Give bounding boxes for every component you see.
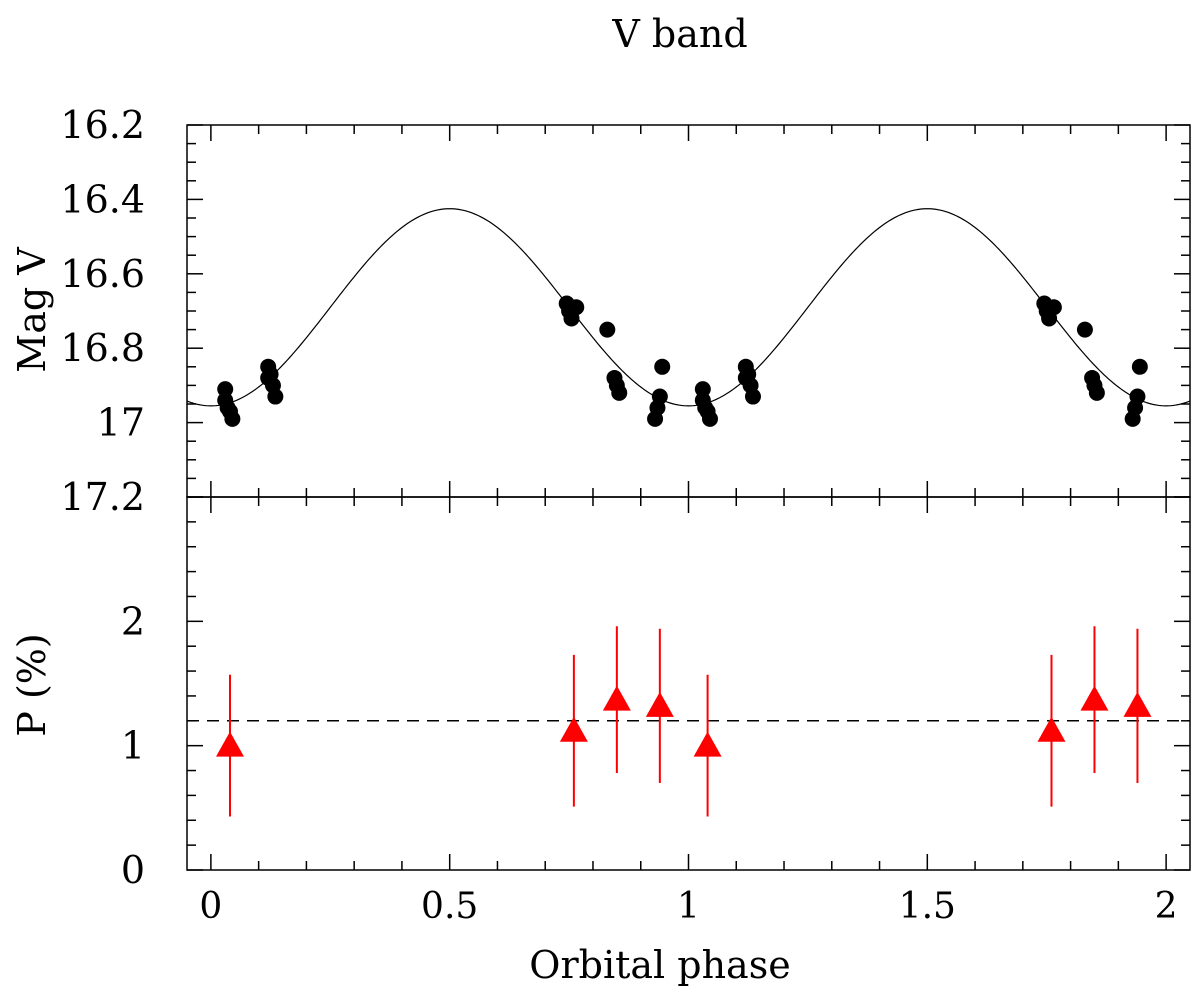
mag-point: [651, 388, 668, 405]
mag-point: [701, 410, 718, 427]
mag-point: [267, 388, 284, 405]
chart-title: V band: [611, 12, 747, 56]
y-tick-label: 16.4: [60, 177, 145, 221]
mag-point: [1131, 358, 1148, 375]
y-tick-label: 16.2: [60, 103, 145, 147]
x-axis-label: Orbital phase: [529, 943, 790, 987]
top-panel-mag-v: 16.2 16.4 16.6 16.8 17 17.2: [60, 103, 1191, 519]
mag-point: [611, 384, 628, 401]
mag-point: [744, 388, 761, 405]
polarization-point: [645, 691, 674, 717]
polarization-point: [215, 731, 244, 757]
y-tick-label: 16.8: [60, 326, 145, 370]
x-tick-label: 2: [1155, 886, 1178, 927]
y-tick-label: 0: [121, 848, 145, 892]
x-tick-label: 0.5: [421, 886, 478, 927]
polarization-point: [1123, 691, 1152, 717]
polarization-point: [602, 685, 631, 711]
x-tick-label: 1.5: [899, 886, 956, 927]
y-tick-label: 17: [97, 401, 145, 445]
fit-curve: [186, 208, 1191, 407]
mag-point: [654, 358, 671, 375]
polarization-point: [1037, 716, 1066, 742]
y-tick-label: 1: [121, 724, 145, 768]
mag-point: [1076, 321, 1093, 338]
x-tick-label: 0: [199, 886, 222, 927]
y-axis-label-polarization: P (%): [10, 633, 54, 736]
polarization-point: [1080, 685, 1109, 711]
y-tick-label: 16.6: [60, 252, 145, 296]
y-tick-label: 2: [121, 599, 145, 643]
mag-point: [1129, 388, 1146, 405]
x-tick-label: 1: [677, 886, 700, 927]
mag-point: [1088, 384, 1105, 401]
y-tick-label: 17.2: [60, 475, 145, 519]
bottom-panel-frame: [186, 496, 1191, 871]
mag-point: [217, 381, 234, 398]
polarization-point: [559, 716, 588, 742]
mag-point: [1045, 299, 1062, 316]
mag-point: [599, 321, 616, 338]
mag-point: [568, 299, 585, 316]
bottom-panel-polarization: 0 0.5 1 1.5 2 0 1 2: [121, 481, 1191, 927]
mag-point: [224, 410, 241, 427]
mag-point: [694, 381, 711, 398]
polarization-point: [693, 731, 722, 757]
y-axis-label-mag-v: Mag V: [10, 247, 54, 373]
